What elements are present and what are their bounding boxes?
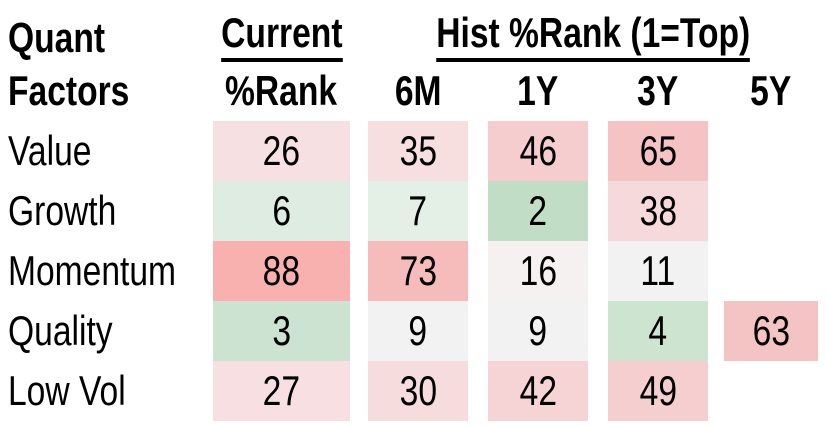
heatmap-cell: 11 — [608, 241, 708, 301]
table-row-growth: Growth 6 7 2 38 — [8, 181, 826, 241]
heatmap-cell: 27 — [213, 361, 350, 421]
column-header-6m: 6M — [394, 67, 442, 115]
table-row-momentum: Momentum 88 73 16 11 — [8, 241, 826, 301]
heatmap-cell: 2 — [488, 181, 588, 241]
heatmap-cell: 49 — [608, 361, 708, 421]
column-header-pct-rank: %Rank — [225, 67, 338, 115]
heatmap-cell: 9 — [368, 301, 468, 361]
group-header-hist-rank: Hist %Rank (1=Top) — [368, 8, 818, 63]
column-header-row: Factors %Rank 6M 1Y 3Y 5Y — [8, 62, 826, 121]
heatmap-cell-empty — [724, 361, 818, 421]
heatmap-cell-empty — [724, 181, 818, 241]
heatmap-cell: 6 — [213, 181, 350, 241]
heatmap-cell: 73 — [368, 241, 468, 301]
heatmap-cell: 3 — [213, 301, 350, 361]
heatmap-cell-empty — [724, 121, 818, 181]
column-header-3y: 3Y — [637, 67, 679, 115]
column-header-1y: 1Y — [517, 67, 559, 115]
heatmap-cell: 9 — [488, 301, 588, 361]
heatmap-cell: 46 — [488, 121, 588, 181]
heatmap-cell: 30 — [368, 361, 468, 421]
row-label: Value — [8, 126, 92, 174]
heatmap-cell: 35 — [368, 121, 468, 181]
corner-title-line2: Factors — [8, 67, 130, 115]
header-group-row: Quant Current Hist %Rank (1=Top) — [8, 8, 826, 63]
row-label: Growth — [8, 186, 117, 234]
heatmap-cell: 16 — [488, 241, 588, 301]
heatmap-cell: 88 — [213, 241, 350, 301]
heatmap-cell: 38 — [608, 181, 708, 241]
heatmap-cell: 26 — [213, 121, 350, 181]
row-label: Low Vol — [8, 366, 126, 414]
heatmap-cell: 42 — [488, 361, 588, 421]
corner-title-line1: Quant — [8, 13, 106, 61]
heatmap-cell-empty — [724, 241, 818, 301]
heatmap-cell: 4 — [608, 301, 708, 361]
table-row-value: Value 26 35 46 65 — [8, 121, 826, 181]
heatmap-cell: 7 — [368, 181, 468, 241]
column-header-5y: 5Y — [750, 67, 792, 115]
heatmap-cell: 63 — [724, 301, 818, 361]
row-label: Quality — [8, 306, 113, 354]
table-row-quality: Quality 3 9 9 4 63 — [8, 301, 826, 361]
heatmap-cell: 65 — [608, 121, 708, 181]
table-row-low-vol: Low Vol 27 30 42 49 — [8, 361, 826, 421]
group-header-current: Current — [213, 8, 350, 63]
row-label: Momentum — [8, 246, 177, 294]
